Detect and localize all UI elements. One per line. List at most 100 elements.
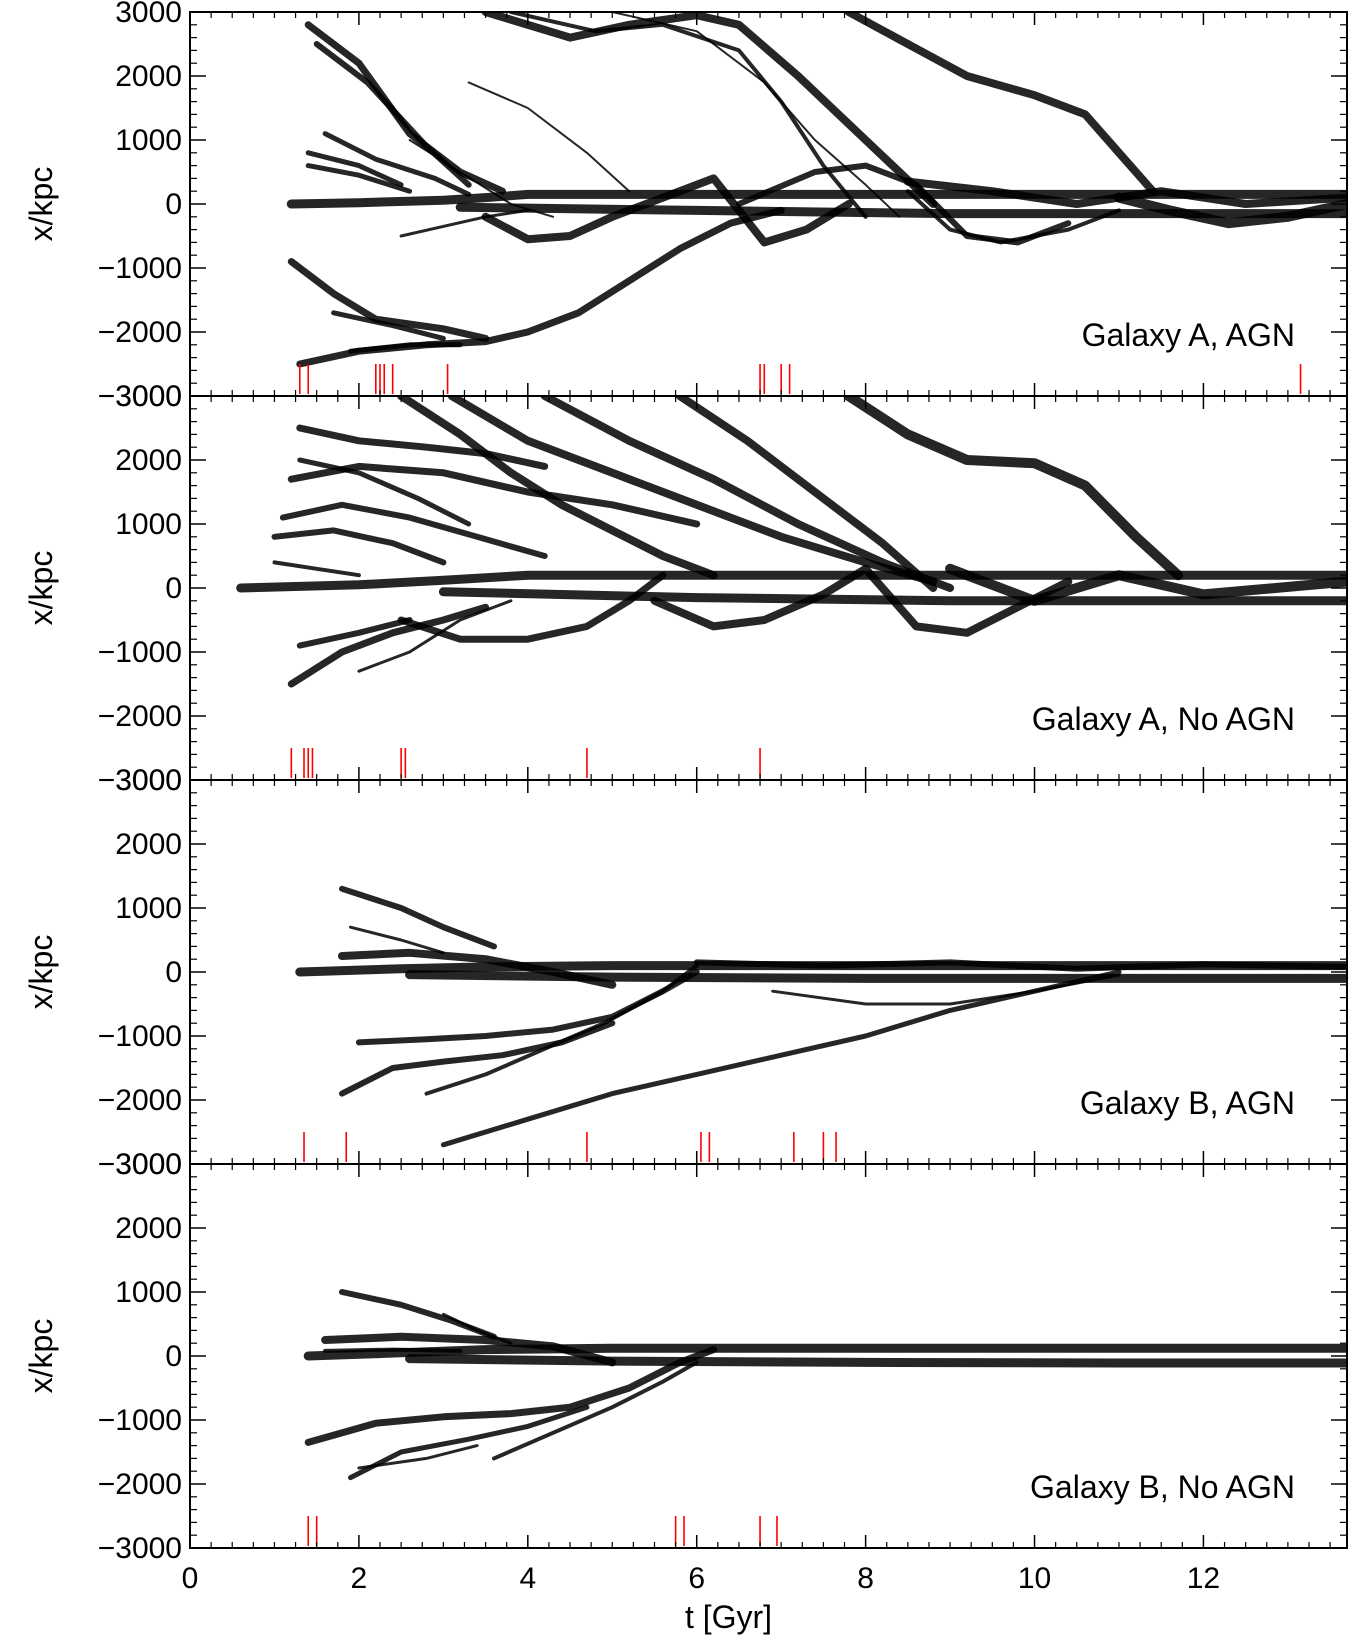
y-tick-label: −2000: [98, 316, 182, 349]
halo-track-13: [399, 208, 530, 238]
y-tick-label: −3000: [98, 1532, 182, 1565]
halo-track-12: [481, 174, 853, 247]
panel-3: −3000 −2000 −1000 0 1000 2000 3000 x/kpc Galaxy …: [23, 764, 1348, 1181]
major-ticks: [189, 395, 1347, 781]
halo-track-6: [305, 150, 404, 188]
x-tick-label: 0: [182, 1562, 199, 1595]
halo-track-2: [455, 202, 1347, 219]
halo-track-4: [313, 41, 472, 188]
y-tick-label: 2000: [115, 444, 182, 477]
y-tick-label: 3000: [115, 764, 182, 797]
tracks: [236, 396, 1347, 688]
merger-markers: [290, 748, 761, 778]
halo-track-5: [322, 131, 472, 197]
halo-track-4: [349, 925, 445, 955]
halo-track-21: [905, 189, 1121, 245]
halo-track-14: [296, 617, 413, 649]
y-tick-label: 0: [165, 572, 182, 605]
halo-track-16: [481, 12, 938, 208]
y-tick-label: −2000: [98, 700, 182, 733]
halo-track-9: [447, 396, 938, 586]
halo-track-18: [611, 12, 901, 218]
y-tick-label: −1000: [98, 1020, 182, 1053]
y-tick-label: −1000: [98, 1404, 182, 1437]
halo-track-15: [467, 81, 631, 193]
panel-2: −3000 −2000 −1000 0 1000 2000 3000 x/kpc Galaxy …: [23, 380, 1348, 797]
halo-track-19: [844, 12, 1157, 196]
halo-track-7: [305, 163, 413, 194]
tracks: [295, 885, 1347, 1148]
y-tick-label: 3000: [115, 1148, 182, 1181]
halo-track-11: [693, 959, 1347, 972]
y-tick-label: 1000: [115, 124, 182, 157]
x-tick-label: 12: [1187, 1562, 1220, 1595]
halo-track-16: [357, 599, 513, 673]
halo-track-18: [272, 560, 361, 578]
halo-track-20: [735, 162, 1072, 246]
halo-track-10: [323, 1347, 463, 1353]
tracks: [303, 1289, 1347, 1481]
halo-track-2: [405, 1354, 1347, 1368]
y-tick-label: −3000: [98, 1148, 182, 1181]
halo-track-3: [296, 424, 549, 470]
halo-track-2: [438, 587, 1347, 606]
y-tick-label: −3000: [98, 764, 182, 797]
panel-label: Galaxy B, AGN: [1080, 1085, 1295, 1121]
y-axis-label: x/kpc: [23, 551, 59, 626]
y-tick-label: 3000: [115, 0, 182, 29]
halo-track-10: [771, 973, 1121, 1006]
halo-track-10: [331, 310, 446, 341]
halo-track-1: [236, 570, 1347, 593]
halo-track-11: [675, 396, 938, 592]
halo-track-9: [296, 206, 785, 368]
halo-track-14: [408, 139, 555, 218]
x-tick-labels: 0 2 4 6 8 10 12: [182, 1562, 1220, 1595]
halo-track-8: [287, 258, 490, 342]
halo-track-4: [287, 462, 701, 528]
y-tick-label: −2000: [98, 1084, 182, 1117]
y-tick-label: −3000: [98, 380, 182, 413]
y-axis-label: x/kpc: [23, 167, 59, 242]
y-tick-label: 0: [165, 956, 182, 989]
halo-track-8: [424, 963, 699, 1096]
merger-markers: [298, 364, 1302, 394]
halo-track-4: [339, 1289, 497, 1340]
halo-track-9: [440, 969, 1122, 1148]
y-tick-label: −1000: [98, 252, 182, 285]
merger-markers: [307, 1516, 778, 1546]
panel-label: Galaxy A, AGN: [1082, 317, 1295, 353]
halo-track-9: [492, 1360, 699, 1461]
halo-track-6: [271, 527, 447, 566]
halo-track-19: [945, 563, 1347, 606]
x-tick-label: 6: [688, 1562, 705, 1595]
x-axis-label: t [Gyr]: [685, 1599, 772, 1635]
halo-track-3: [339, 885, 497, 950]
halo-track-17: [508, 12, 868, 219]
panel-label: Galaxy B, No AGN: [1030, 1469, 1295, 1505]
halo-track-5: [441, 1312, 513, 1345]
panels: −3000 −2000 −1000 0 1000 2000 3000 x/kpc Galaxy …: [23, 0, 1348, 1565]
halo-track-11: [348, 342, 463, 354]
halo-track-8: [397, 396, 718, 580]
halo-track-12: [843, 396, 1184, 581]
y-axis-label: x/kpc: [23, 935, 59, 1010]
tracks: [286, 12, 1347, 368]
y-tick-label: 2000: [115, 1212, 182, 1245]
panel-1: −3000 −2000 −1000 0 1000 2000 3000 x/kpc Galaxy …: [23, 0, 1348, 413]
halo-track-5: [279, 501, 548, 559]
halo-track-17: [650, 564, 1073, 637]
y-axis-label: x/kpc: [23, 1319, 59, 1394]
halo-track-23: [903, 177, 1347, 208]
halo-track-15: [397, 571, 667, 643]
x-tick-label: 10: [1018, 1562, 1051, 1595]
panel-frame: [189, 1163, 1348, 1549]
y-tick-label: 3000: [115, 380, 182, 413]
y-tick-label: 0: [165, 1340, 182, 1373]
y-tick-label: 2000: [115, 60, 182, 93]
panel-label: Galaxy A, No AGN: [1032, 701, 1295, 737]
y-tick-label: 1000: [115, 508, 182, 541]
y-tick-label: 1000: [115, 1276, 182, 1309]
y-tick-label: 0: [165, 188, 182, 221]
y-tick-label: −2000: [98, 1468, 182, 1501]
